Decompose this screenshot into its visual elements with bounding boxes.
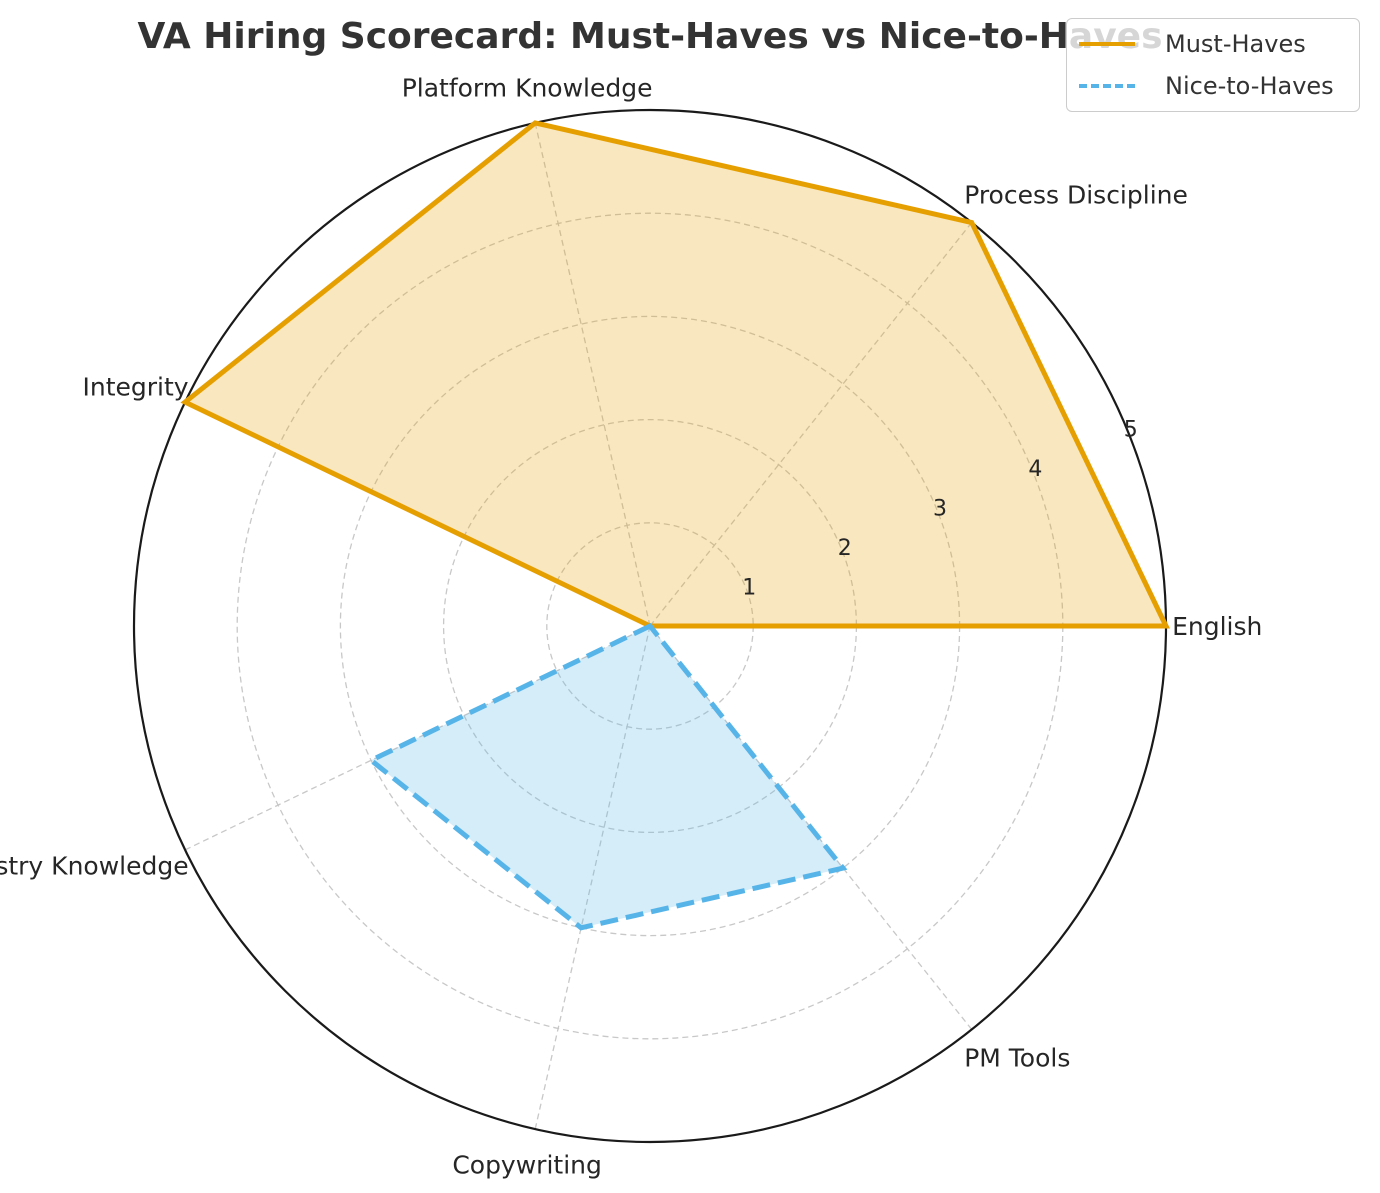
label-layer: English Process Discipline Platform Knowle… bbox=[0, 74, 1262, 1180]
series-line-must-haves bbox=[180, 120, 1170, 629]
category-label-process-discipline: Process Discipline bbox=[964, 180, 1188, 209]
series-area-must-haves bbox=[185, 122, 1167, 627]
legend-label-must-haves: Must-Haves bbox=[1165, 30, 1306, 58]
category-label-pm-tools: PM Tools bbox=[964, 1044, 1070, 1073]
series-line-nice-to-haves bbox=[366, 622, 848, 931]
category-label-english: English bbox=[1172, 612, 1262, 641]
legend: Must-Haves Nice-to-Haves bbox=[1066, 18, 1360, 112]
legend-swatch-must-haves bbox=[1079, 42, 1135, 46]
legend-label-nice-to-haves: Nice-to-Haves bbox=[1165, 72, 1334, 100]
spoke-copywriting bbox=[534, 625, 651, 1130]
radial-tick-label-2: 2 bbox=[838, 536, 852, 561]
category-label-integrity: Integrity bbox=[83, 372, 189, 401]
radial-tick-label-1: 1 bbox=[742, 576, 756, 601]
category-label-copywriting: Copywriting bbox=[452, 1150, 602, 1179]
legend-item-must-haves: Must-Haves bbox=[1079, 27, 1306, 61]
spoke-platform-knowledge bbox=[534, 122, 651, 627]
chart-title: VA Hiring Scorecard: Must-Haves vs Nice-… bbox=[137, 16, 1163, 57]
series-layer bbox=[180, 120, 1170, 931]
radial-tick-label-5: 5 bbox=[1124, 418, 1138, 443]
radial-tick-label-4: 4 bbox=[1028, 457, 1042, 482]
radial-tick-label-3: 3 bbox=[933, 497, 947, 522]
category-label-platform-knowledge: Platform Knowledge bbox=[402, 74, 653, 103]
legend-swatch-nice-to-haves bbox=[1079, 84, 1135, 88]
legend-item-nice-to-haves: Nice-to-Haves bbox=[1079, 69, 1334, 103]
spoke-process-discipline bbox=[649, 222, 973, 627]
category-label-industry-knowledge: Industry Knowledge bbox=[0, 852, 189, 881]
